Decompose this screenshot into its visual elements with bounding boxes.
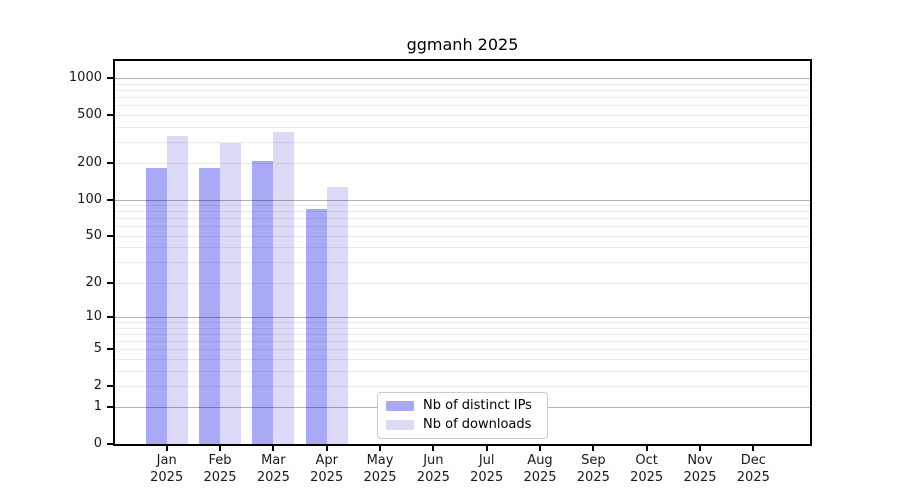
gridline-major — [115, 317, 810, 319]
gridline-minor — [115, 235, 810, 237]
gridline-minor — [115, 105, 810, 107]
y-axis-tick-label: 1 — [93, 399, 102, 415]
y-axis-tick — [107, 443, 115, 445]
x-axis-tick — [379, 444, 382, 451]
legend: Nb of distinct IPs Nb of downloads — [377, 392, 548, 439]
y-axis-tick-label: 0 — [93, 436, 102, 451]
x-axis-tick-label: Feb 2025 — [203, 453, 237, 485]
gridline-minor — [115, 340, 810, 342]
x-axis-tick — [699, 444, 701, 451]
gridline-minor — [115, 370, 810, 372]
x-axis-tick-label: Nov 2025 — [683, 453, 717, 485]
gridline-minor — [115, 226, 810, 228]
bar-distinct-ips — [252, 161, 274, 444]
gridline-major — [115, 78, 810, 80]
x-axis-tick-label: May 2025 — [363, 453, 397, 485]
y-axis-tick — [107, 316, 115, 319]
legend-swatch-distinct-ips — [386, 401, 414, 411]
x-axis-tick — [485, 444, 488, 451]
x-axis-tick-label: Jan 2025 — [150, 453, 184, 485]
y-axis-tick — [107, 198, 115, 201]
bar-distinct-ips — [199, 167, 221, 444]
y-axis-tick-label: 50 — [85, 227, 102, 243]
y-axis-tick-label: 200 — [77, 155, 102, 171]
gridline-major — [115, 199, 810, 201]
x-axis-tick — [592, 444, 595, 451]
y-axis-tick-label: 1000 — [68, 70, 102, 86]
y-axis-tick — [107, 234, 115, 237]
y-axis-tick — [107, 281, 115, 284]
x-axis-tick-label: Sep 2025 — [576, 453, 610, 485]
legend-label-downloads: Nb of downloads — [423, 417, 532, 432]
x-axis-tick — [539, 444, 541, 451]
gridline-minor — [115, 205, 810, 207]
x-axis-tick-label: Jun 2025 — [416, 453, 450, 485]
gridline-minor — [115, 262, 810, 264]
legend-swatch-downloads — [386, 420, 414, 430]
bar-downloads — [220, 142, 242, 444]
gridline-minor — [115, 141, 810, 143]
bar-distinct-ips — [305, 209, 327, 444]
x-axis-tick — [219, 444, 222, 451]
legend-item-distinct-ips: Nb of distinct IPs — [386, 399, 539, 413]
gridline-minor — [115, 114, 810, 116]
y-axis-tick — [107, 384, 115, 387]
x-axis-tick-label: Dec 2025 — [736, 453, 770, 485]
gridline-minor — [115, 247, 810, 249]
y-axis-tick — [107, 162, 115, 165]
bar-downloads — [166, 135, 188, 444]
gridline-minor — [115, 126, 810, 128]
y-axis-tick-label: 5 — [93, 341, 102, 357]
gridline-minor — [115, 83, 810, 85]
gridline-minor — [115, 90, 810, 92]
gridline-minor — [115, 333, 810, 335]
x-axis-tick-label: Mar 2025 — [256, 453, 290, 485]
y-axis-tick-label: 20 — [85, 274, 102, 290]
x-axis-tick — [752, 444, 755, 451]
gridline-minor — [115, 322, 810, 324]
x-axis-tick — [645, 444, 648, 451]
legend-label-distinct-ips: Nb of distinct IPs — [423, 398, 532, 413]
y-axis-tick-label: 500 — [77, 106, 102, 122]
y-axis-tick — [107, 113, 115, 116]
gridline-minor — [115, 358, 810, 360]
y-axis-tick-label: 100 — [77, 191, 102, 207]
x-axis-tick-label: Oct 2025 — [630, 453, 664, 485]
x-axis-tick — [165, 444, 168, 451]
gridline-minor — [115, 211, 810, 213]
y-axis-tick-label: 2 — [93, 377, 102, 393]
bar-distinct-ips — [145, 167, 167, 444]
gridline-minor — [115, 385, 810, 387]
x-axis-tick — [272, 444, 275, 451]
chart-title: ggmanh 2025 — [406, 35, 519, 54]
bar-downloads — [326, 186, 348, 444]
gridline-minor — [115, 327, 810, 329]
y-axis-tick — [107, 77, 115, 80]
bar-downloads — [273, 131, 295, 444]
gridline-minor — [115, 163, 810, 165]
gridline-minor — [115, 349, 810, 351]
x-axis-tick-label: Aug 2025 — [523, 453, 557, 485]
x-axis-tick — [325, 444, 328, 451]
y-axis-tick — [107, 406, 115, 409]
y-axis-tick-label: 10 — [85, 309, 102, 325]
gridline-minor — [115, 282, 810, 284]
gridline-minor — [115, 97, 810, 99]
x-axis-tick-label: Jul 2025 — [470, 453, 504, 485]
x-axis-tick-label: Apr 2025 — [310, 453, 344, 485]
y-axis-tick — [107, 348, 115, 351]
x-axis-tick — [432, 444, 435, 451]
gridline-minor — [115, 218, 810, 220]
legend-item-downloads: Nb of downloads — [386, 418, 539, 432]
